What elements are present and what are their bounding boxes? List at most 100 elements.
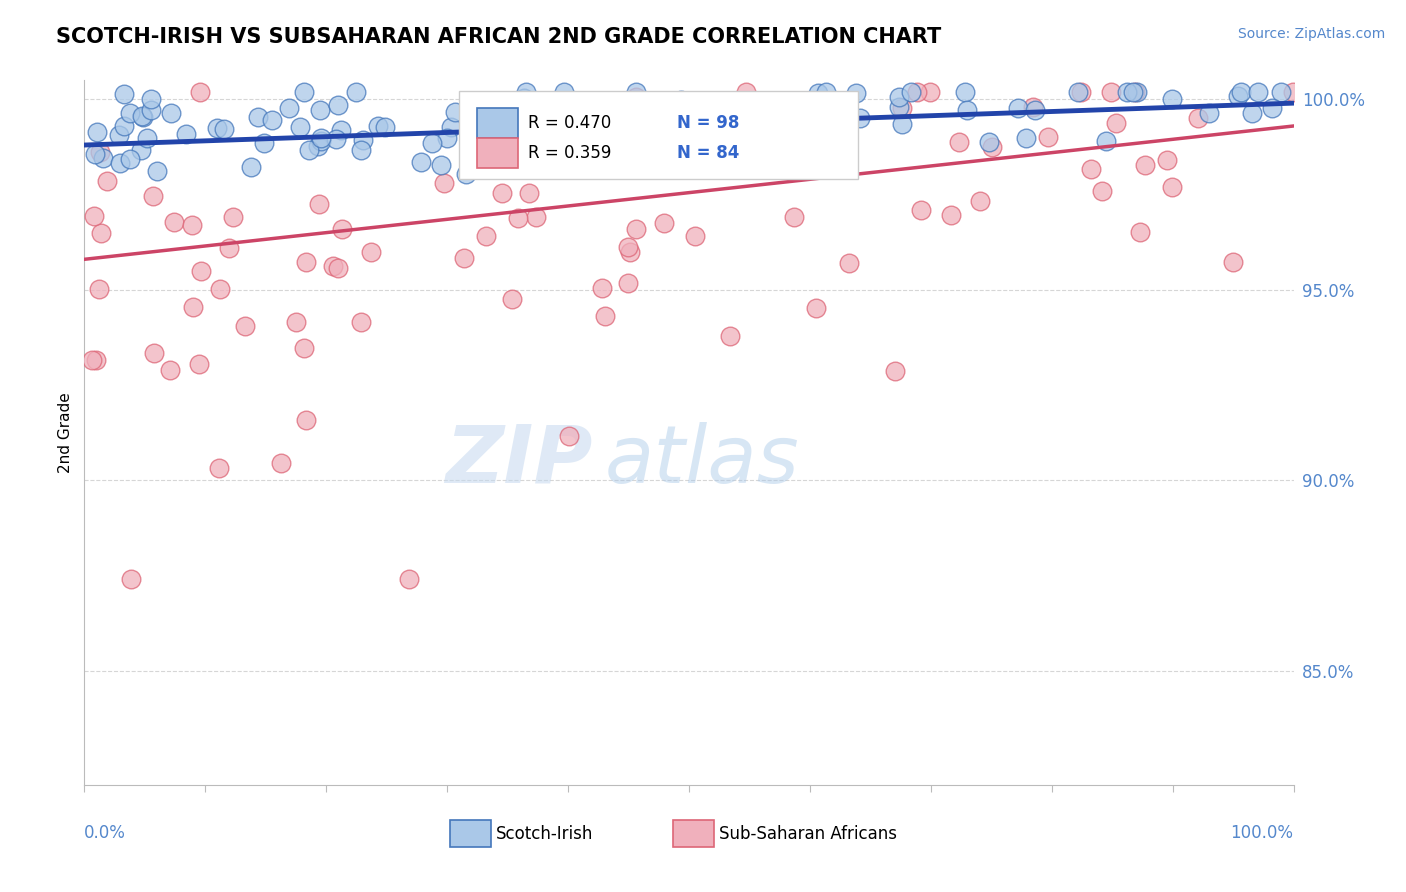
Point — [118, 105, 141, 120]
Point — [205, 121, 228, 136]
Text: ZIP: ZIP — [444, 422, 592, 500]
Point — [665, 96, 688, 111]
Point — [112, 119, 135, 133]
Point — [294, 255, 316, 269]
Point — [454, 168, 477, 182]
Point — [398, 572, 420, 586]
Point — [295, 413, 318, 427]
Point — [107, 128, 129, 142]
Point — [1240, 106, 1263, 120]
Point — [129, 143, 152, 157]
Point — [84, 353, 107, 368]
Text: Sub-Saharan Africans: Sub-Saharan Africans — [720, 824, 897, 843]
Point — [884, 364, 907, 378]
Text: R = 0.359: R = 0.359 — [529, 144, 612, 161]
Point — [955, 85, 977, 99]
Point — [89, 282, 111, 296]
Point — [596, 138, 619, 153]
FancyBboxPatch shape — [478, 138, 519, 168]
Point — [131, 110, 153, 124]
Point — [728, 101, 751, 115]
Point — [1116, 85, 1139, 99]
Text: Source: ZipAtlas.com: Source: ZipAtlas.com — [1237, 27, 1385, 41]
Point — [1066, 85, 1088, 99]
Point — [1070, 85, 1092, 99]
Point — [543, 96, 565, 111]
Text: 0.0%: 0.0% — [84, 824, 127, 842]
Text: R = 0.470: R = 0.470 — [529, 114, 612, 132]
Point — [910, 203, 932, 218]
Point — [262, 112, 284, 127]
Point — [506, 211, 529, 225]
Point — [1024, 103, 1046, 117]
Point — [804, 301, 827, 316]
Point — [524, 210, 547, 224]
Point — [633, 115, 655, 129]
Point — [246, 111, 269, 125]
Point — [706, 94, 728, 108]
Point — [491, 186, 513, 200]
Point — [1160, 180, 1182, 194]
Point — [948, 136, 970, 150]
Point — [783, 211, 806, 225]
Point — [501, 292, 523, 306]
Point — [344, 85, 367, 99]
Point — [557, 117, 579, 131]
Point — [284, 315, 307, 329]
Point — [350, 144, 373, 158]
Point — [1105, 116, 1128, 130]
Text: N = 98: N = 98 — [676, 114, 740, 132]
Point — [515, 85, 537, 99]
Point — [430, 158, 453, 172]
Point — [420, 136, 443, 150]
Point — [1007, 101, 1029, 115]
Y-axis label: 2nd Grade: 2nd Grade — [58, 392, 73, 473]
Point — [582, 118, 605, 132]
Point — [718, 329, 741, 343]
Point — [221, 210, 243, 224]
Point — [1015, 130, 1038, 145]
Point — [890, 101, 912, 115]
Point — [956, 103, 979, 117]
FancyBboxPatch shape — [460, 91, 858, 179]
Point — [474, 229, 496, 244]
Point — [683, 228, 706, 243]
Text: SCOTCH-IRISH VS SUBSAHARAN AFRICAN 2ND GRADE CORRELATION CHART: SCOTCH-IRISH VS SUBSAHARAN AFRICAN 2ND G… — [56, 27, 942, 46]
Point — [652, 215, 675, 229]
Point — [517, 186, 540, 200]
Point — [453, 252, 475, 266]
Point — [187, 357, 209, 371]
Point — [96, 174, 118, 188]
Point — [489, 125, 512, 139]
Point — [309, 130, 332, 145]
Point — [683, 96, 706, 111]
Point — [1095, 134, 1118, 148]
Point — [593, 310, 616, 324]
Point — [1261, 101, 1284, 115]
Point — [253, 136, 276, 150]
Point — [118, 152, 141, 166]
Point — [1229, 85, 1251, 99]
Point — [669, 93, 692, 107]
Point — [84, 146, 107, 161]
Text: atlas: atlas — [605, 422, 799, 500]
Point — [329, 123, 352, 137]
FancyBboxPatch shape — [673, 821, 714, 847]
Point — [558, 429, 581, 443]
Point — [233, 319, 256, 334]
Point — [1021, 100, 1043, 114]
Point — [360, 244, 382, 259]
Point — [142, 345, 165, 359]
Point — [1091, 184, 1114, 198]
Point — [174, 128, 197, 142]
Point — [969, 194, 991, 208]
Point — [711, 106, 734, 120]
Point — [308, 103, 330, 118]
Point — [1080, 162, 1102, 177]
Point — [139, 92, 162, 106]
Point — [218, 241, 240, 255]
Point — [131, 109, 153, 123]
Point — [433, 176, 456, 190]
Point — [890, 117, 912, 131]
Point — [83, 209, 105, 223]
